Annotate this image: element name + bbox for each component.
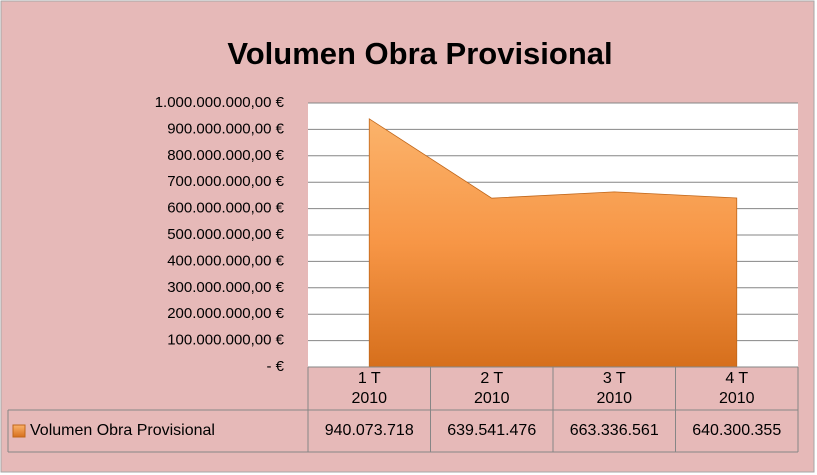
- x-tick-label: 2010: [474, 390, 510, 407]
- x-tick-label: 2010: [596, 390, 632, 407]
- y-tick-label: - €: [266, 358, 284, 375]
- y-tick-label: 500.000.000,00 €: [167, 226, 284, 243]
- x-tick-label: 3 T: [603, 370, 626, 387]
- y-tick-label: 800.000.000,00 €: [167, 147, 284, 164]
- chart-title: Volumen Obra Provisional: [227, 36, 612, 71]
- x-tick-label: 2010: [351, 390, 387, 407]
- x-tick-label: 2 T: [480, 370, 503, 387]
- y-tick-label: 1.000.000.000,00 €: [155, 94, 285, 111]
- data-label: 663.336.561: [570, 422, 659, 439]
- y-tick-label: 300.000.000,00 €: [167, 279, 284, 296]
- x-tick-label: 4 T: [725, 370, 748, 387]
- y-tick-label: 200.000.000,00 €: [167, 305, 284, 322]
- x-tick-label: 1 T: [358, 370, 381, 387]
- data-label: 639.541.476: [447, 422, 536, 439]
- legend-label: Volumen Obra Provisional: [30, 422, 215, 439]
- y-tick-label: 700.000.000,00 €: [167, 173, 284, 190]
- data-label: 640.300.355: [692, 422, 781, 439]
- legend-key: [12, 424, 26, 438]
- y-tick-label: 600.000.000,00 €: [167, 200, 284, 217]
- y-tick-label: 100.000.000,00 €: [167, 332, 284, 349]
- data-label: 940.073.718: [325, 422, 414, 439]
- x-tick-label: 2010: [719, 390, 755, 407]
- y-tick-label: 900.000.000,00 €: [167, 120, 284, 137]
- y-tick-label: 400.000.000,00 €: [167, 252, 284, 269]
